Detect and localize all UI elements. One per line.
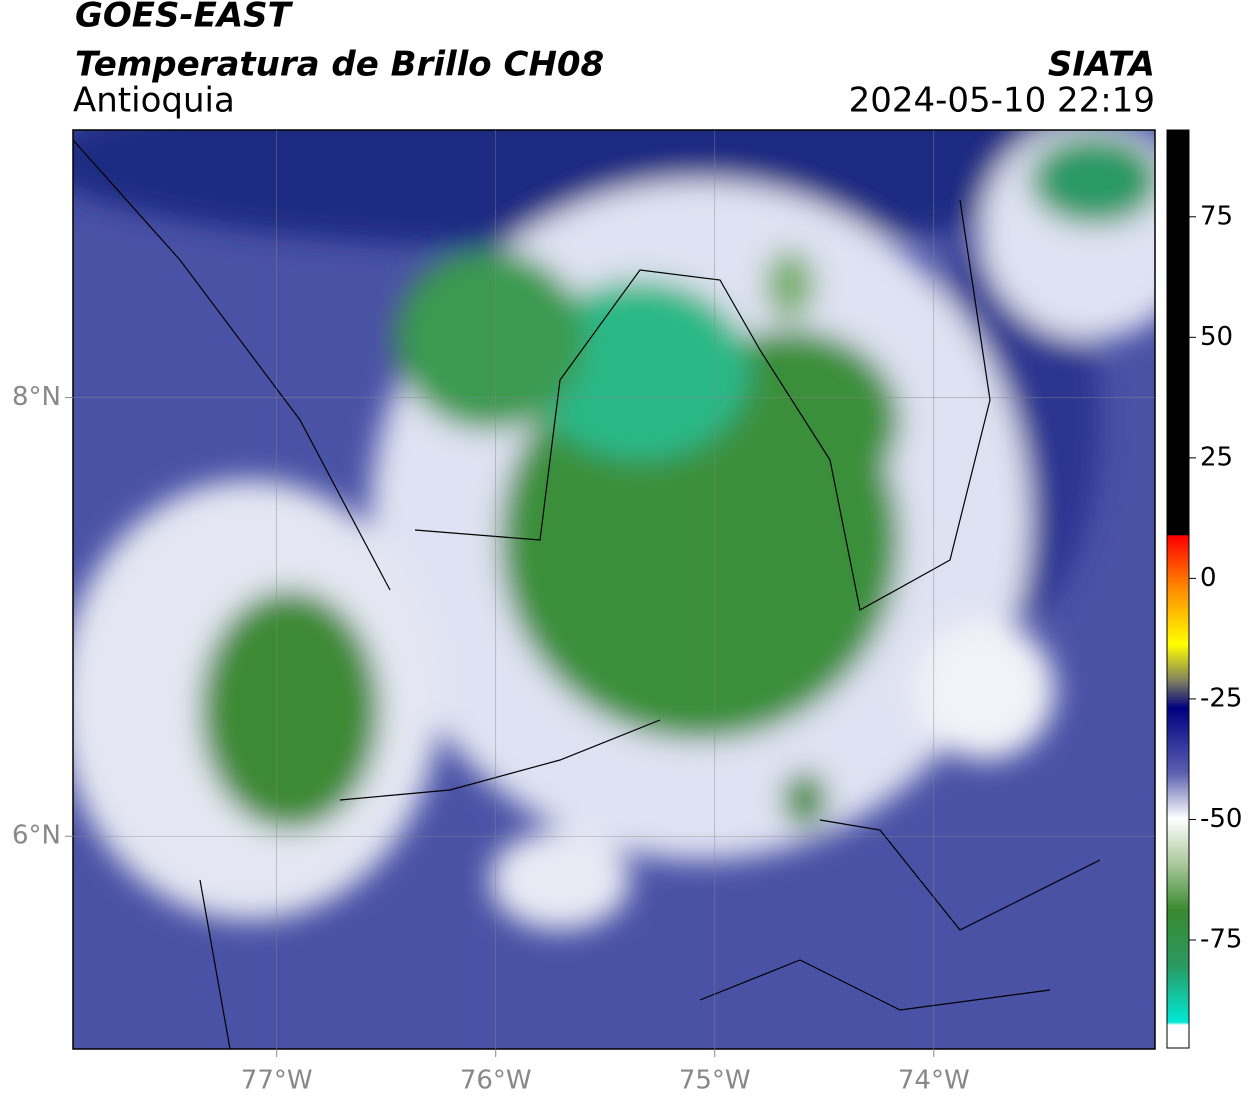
satellite-image	[73, 130, 1155, 1049]
colorbar-tick-label: -25	[1200, 683, 1242, 713]
colorbar-tick-label: -50	[1200, 804, 1242, 834]
x-tick-label: 77°W	[241, 1066, 313, 1096]
x-tick-label: 75°W	[679, 1066, 751, 1096]
colorbar-tick-label: 25	[1200, 442, 1233, 472]
x-tick-label: 76°W	[460, 1066, 532, 1096]
colorbar-tick-label: -75	[1200, 925, 1242, 955]
colorbar-tick-label: 75	[1200, 201, 1233, 231]
y-tick-label: 8°N	[12, 382, 61, 412]
y-tick-label: 6°N	[12, 821, 61, 851]
colorbar-tick-label: 50	[1200, 322, 1233, 352]
datetime: 2024-05-10 22:19	[849, 81, 1155, 121]
region: Antioquia	[73, 81, 235, 121]
map-frame	[72, 129, 1156, 1050]
source: SIATA	[1048, 45, 1155, 85]
subtitle: Temperatura de Brillo CH08	[75, 45, 604, 85]
title: GOES-EAST	[75, 0, 294, 36]
x-tick-label: 74°W	[898, 1066, 970, 1096]
colorbar-tick-label: 0	[1200, 563, 1217, 593]
colorbar	[1166, 129, 1190, 1049]
